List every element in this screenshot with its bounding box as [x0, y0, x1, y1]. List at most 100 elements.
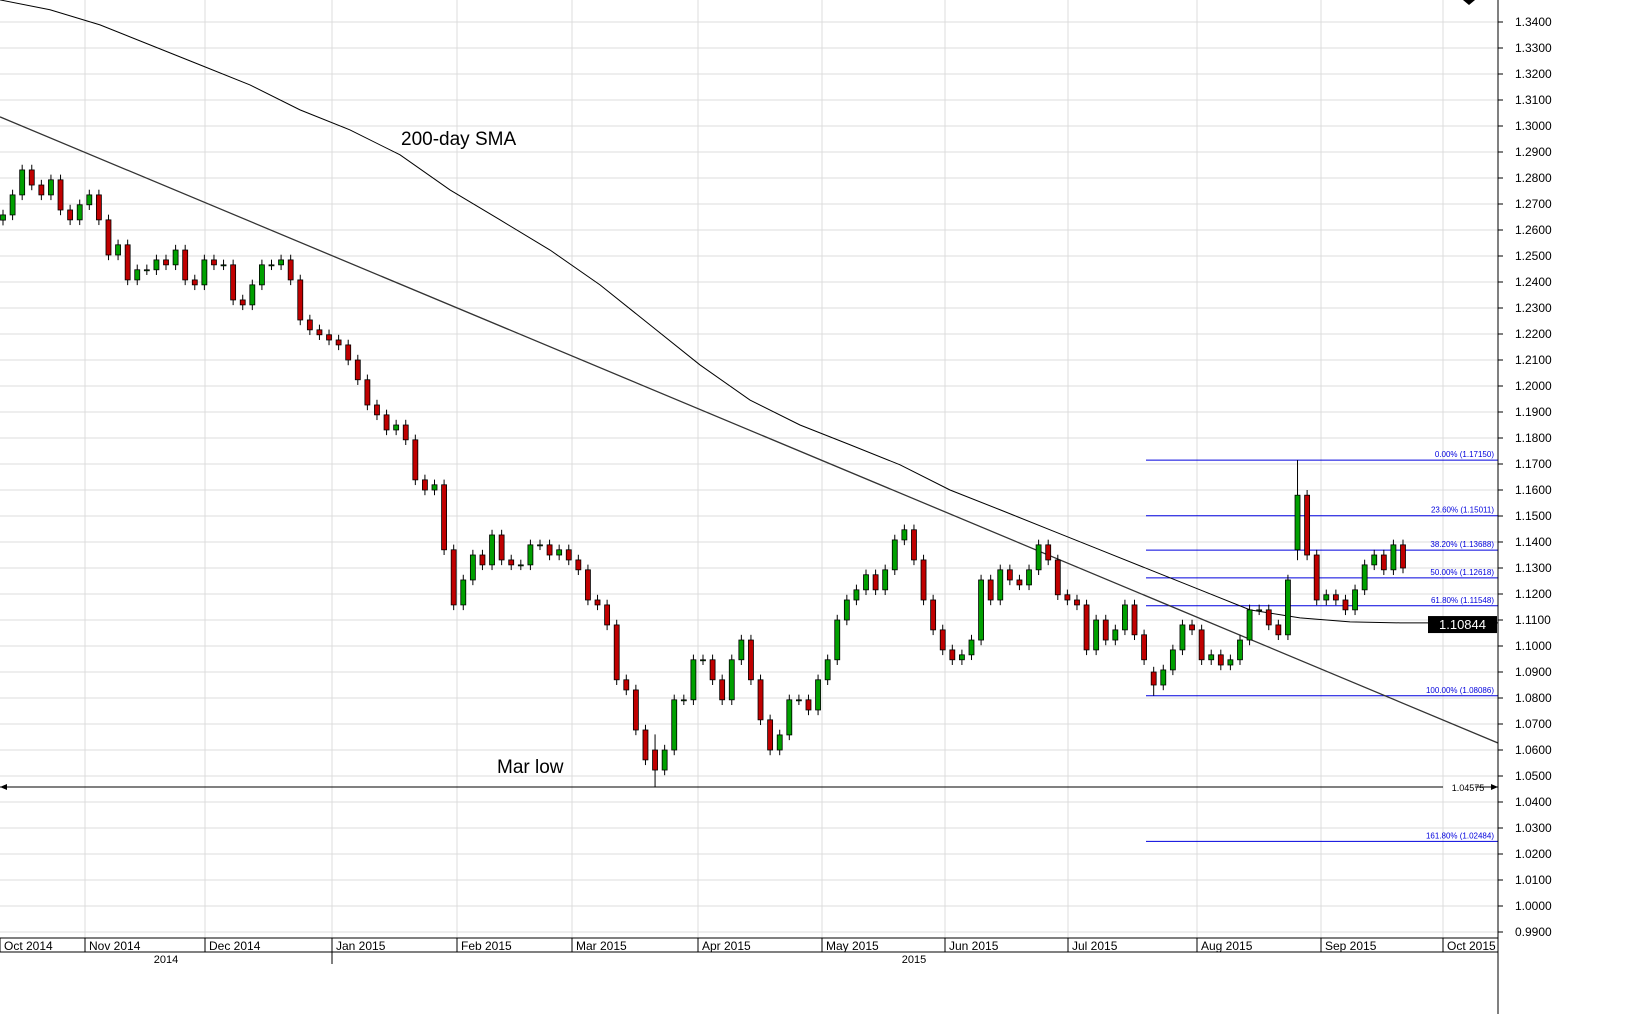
candle-body	[1198, 629, 1205, 661]
candle-body	[48, 179, 54, 196]
candle-body	[1380, 554, 1387, 571]
month-label: Aug 2015	[1201, 939, 1253, 953]
month-label: Feb 2015	[461, 939, 512, 953]
candle-body	[863, 574, 869, 591]
candle-body	[652, 749, 658, 771]
candle-body	[575, 559, 582, 571]
candle-body	[134, 269, 141, 281]
candle-body	[383, 414, 390, 431]
candle-body	[1361, 564, 1368, 591]
candle-body	[1265, 609, 1272, 626]
candle-body	[287, 259, 294, 281]
current-price-box	[1428, 616, 1497, 634]
y-tick-label: 1.1400	[1515, 535, 1552, 549]
candle-body	[1285, 579, 1291, 636]
candle-body	[623, 679, 630, 691]
candle-body	[1016, 579, 1023, 586]
candle-body	[259, 264, 265, 286]
candle-body	[1275, 624, 1282, 636]
candle-body	[143, 269, 150, 272]
candle-body	[795, 699, 802, 702]
candle-body	[0, 214, 6, 221]
candle-body	[997, 569, 1004, 601]
candle-body	[1169, 649, 1176, 671]
candle-body	[1400, 544, 1406, 569]
y-tick-label: 1.1500	[1515, 509, 1552, 523]
candle-body	[700, 659, 706, 662]
y-tick-label: 1.2700	[1515, 197, 1552, 211]
candle-body	[201, 259, 208, 286]
candle-body	[239, 299, 246, 306]
candle-body	[565, 549, 572, 561]
y-tick-label: 1.2500	[1515, 249, 1552, 263]
candle-body	[872, 574, 879, 591]
candle-body	[1179, 624, 1186, 651]
candle-body	[124, 244, 131, 281]
candle-body	[901, 529, 908, 541]
y-tick-label: 1.2400	[1515, 275, 1552, 289]
candle-body	[191, 279, 198, 286]
y-tick-label: 1.0300	[1515, 821, 1552, 835]
candle-body	[920, 559, 927, 601]
month-label: May 2015	[826, 939, 879, 953]
candle-body	[1064, 594, 1071, 601]
axes: 1.3400 1.3300 1.3200 1.3100 1.3000 1.2900 1.28…	[0, 0, 1552, 1014]
y-tick-label: 1.3000	[1515, 119, 1552, 133]
month-label: Oct 2015	[1447, 939, 1496, 953]
year-label: 2014	[154, 954, 178, 966]
candle-body	[1304, 494, 1311, 556]
candle-body	[498, 534, 505, 561]
y-tick-label: 1.2100	[1515, 353, 1552, 367]
candle-body	[402, 424, 409, 441]
month-label: Nov 2014	[89, 939, 141, 953]
candle-body	[1141, 634, 1147, 661]
y-tick-label: 1.1600	[1515, 483, 1552, 497]
y-tick-label: 1.2200	[1515, 327, 1552, 341]
candle-body	[1131, 604, 1138, 636]
candle-body	[834, 619, 841, 661]
candle-body	[95, 194, 102, 221]
candle-body	[9, 194, 16, 216]
y-tick-label: 1.3200	[1515, 67, 1552, 81]
sma-200-line	[0, 0, 1498, 624]
fib-label: 61.80% (1.11548)	[1431, 596, 1494, 605]
month-label: Sep 2015	[1325, 939, 1377, 953]
y-tick-label: 1.1200	[1515, 587, 1552, 601]
candle-body	[1352, 589, 1358, 611]
candle-body	[537, 544, 543, 547]
y-tick-label: 1.2900	[1515, 145, 1552, 159]
candle-body	[278, 259, 284, 266]
candle-body	[1074, 599, 1080, 606]
candle-body	[316, 329, 323, 336]
candle-body	[19, 169, 26, 196]
y-tick-label: 1.1900	[1515, 405, 1552, 419]
candle-body	[949, 649, 956, 661]
y-tick-label: 1.0900	[1515, 665, 1552, 679]
candle-body	[1217, 654, 1224, 666]
candle-body	[268, 264, 275, 267]
candle-body	[86, 194, 93, 206]
candle-body	[930, 599, 937, 631]
y-tick-label: 1.3400	[1515, 15, 1552, 29]
current-price-label: 1.10844	[1439, 617, 1486, 632]
sma-annotation: 200-day SMA	[401, 129, 517, 150]
y-tick-label: 1.3300	[1515, 41, 1552, 55]
candle-body	[1390, 544, 1397, 571]
candle-body	[891, 539, 898, 571]
mar-low-value: 1.04575	[1452, 783, 1485, 793]
candle-body	[556, 549, 563, 556]
candle-body	[115, 244, 121, 256]
y-tick-label: 1.2000	[1515, 379, 1552, 393]
candle-body	[393, 424, 400, 431]
year-label: 2015	[902, 954, 926, 966]
candles	[0, 164, 1406, 788]
fibonacci-levels: 0.00% (1.17150) 23.60% (1.15011) 38.20% (1…	[1146, 450, 1498, 842]
candle-body	[297, 279, 304, 321]
y-tick-label: 1.0400	[1515, 795, 1552, 809]
candle-body	[345, 344, 352, 361]
month-label: Dec 2014	[209, 939, 261, 953]
y-tick-label: 1.0200	[1515, 847, 1552, 861]
candle-body	[249, 284, 256, 306]
candle-body	[163, 259, 169, 266]
candle-body	[911, 529, 917, 561]
